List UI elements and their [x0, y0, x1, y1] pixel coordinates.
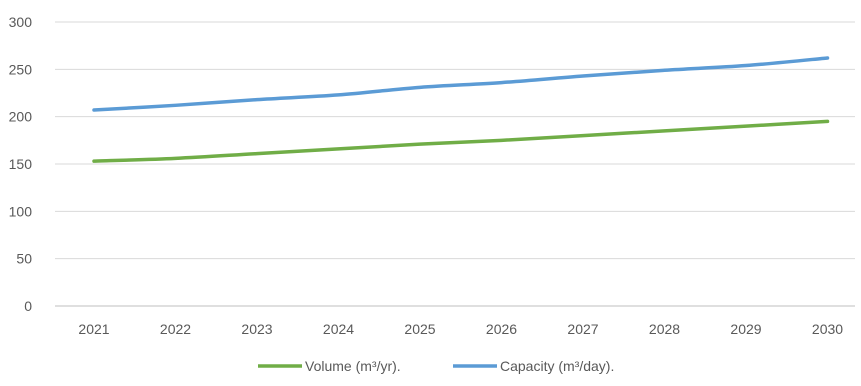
x-tick-label: 2021 — [78, 321, 109, 337]
x-tick-label: 2025 — [404, 321, 435, 337]
legend-label: Capacity (m³/day). — [500, 358, 614, 374]
y-tick-label: 300 — [9, 14, 33, 30]
y-tick-label: 200 — [9, 109, 33, 125]
legend: Volume (m³/yr). Capacity (m³/day). — [258, 358, 614, 374]
y-tick-label: 100 — [9, 203, 33, 219]
gridlines — [55, 21, 855, 260]
x-tick-label: 2024 — [323, 321, 354, 337]
x-tick-label: 2022 — [160, 321, 191, 337]
x-tick-label: 2026 — [486, 321, 517, 337]
y-axis-ticks: 0 50 100 150 200 250 300 — [9, 14, 33, 314]
series-lines — [92, 56, 830, 163]
legend-label: Volume (m³/yr). — [305, 358, 401, 374]
x-tick-label: 2027 — [567, 321, 598, 337]
x-tick-label: 2023 — [241, 321, 272, 337]
series-line-volume — [92, 119, 830, 163]
y-tick-label: 250 — [9, 61, 33, 77]
x-axis-ticks: 2021 2022 2023 2024 2025 2026 2027 2028 2029 2030 — [78, 321, 843, 337]
y-tick-label: 50 — [16, 251, 32, 267]
y-tick-label: 0 — [24, 298, 32, 314]
y-tick-label: 150 — [9, 156, 33, 172]
x-tick-label: 2028 — [649, 321, 680, 337]
x-tick-label: 2030 — [812, 321, 843, 337]
series-line-capacity — [92, 56, 830, 112]
x-tick-label: 2029 — [730, 321, 761, 337]
